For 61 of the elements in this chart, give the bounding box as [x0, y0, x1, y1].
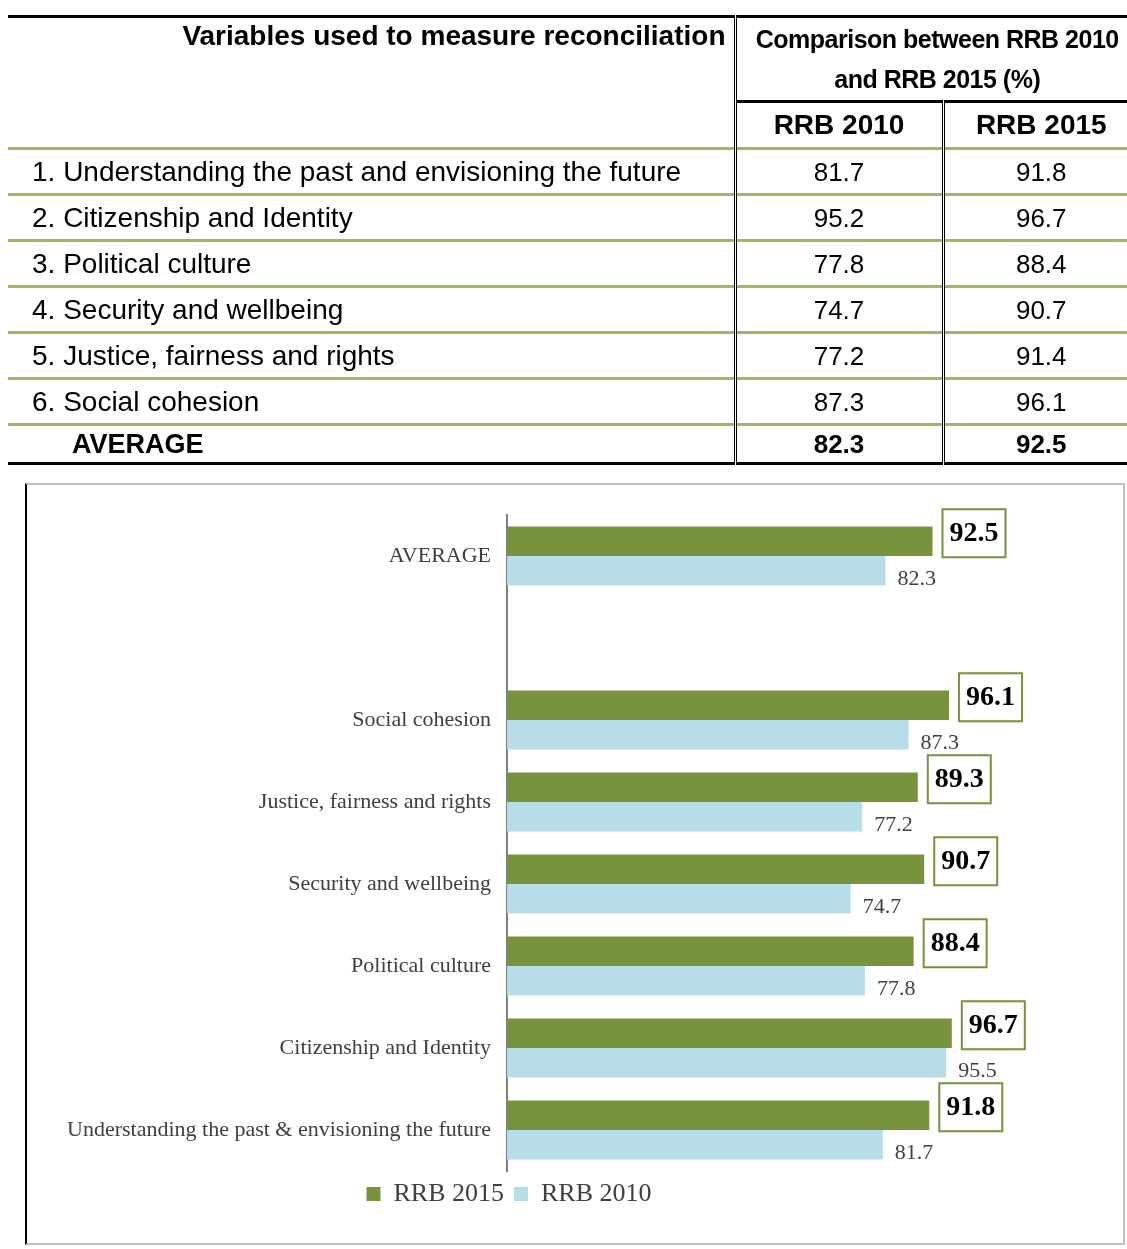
data-label: 96.7 [968, 1008, 1018, 1040]
y-tick-label: AVERAGE [388, 541, 492, 567]
bar [507, 772, 918, 802]
data-label: 88.4 [930, 926, 980, 958]
y-tick-label: Understanding the past & envisioning the future [67, 1115, 492, 1141]
y-tick-label: Justice, fairness and rights [258, 787, 492, 813]
data-label: 87.3 [920, 728, 960, 754]
data-label: 91.8 [946, 1090, 996, 1122]
category-label: 3. Political culture [8, 240, 735, 287]
y-tick-label: Security and wellbeing [288, 869, 492, 895]
data-label: 77.2 [735, 332, 943, 379]
data-label: 89.3 [934, 762, 984, 794]
bar [507, 884, 851, 914]
bar [507, 802, 863, 832]
text: Variables used to measure reconciliation [8, 16, 735, 149]
data-label: 77.8 [876, 974, 916, 1000]
text: RRB 2010 [735, 101, 943, 149]
text: RRB 2015 [943, 101, 1127, 149]
legend-label: RRB 2015 [393, 1177, 505, 1207]
bar [507, 556, 886, 586]
data-label: 81.7 [735, 148, 943, 195]
data-label: 74.7 [862, 892, 902, 918]
bar [507, 854, 925, 884]
legend-label: RRB 2010 [541, 1177, 652, 1207]
category-label: 5. Justice, fairness and rights [8, 332, 735, 379]
data-label: 77.2 [874, 810, 913, 836]
data-label: 81.7 [894, 1138, 934, 1164]
bar [507, 1100, 930, 1130]
data-label: 74.7 [735, 286, 943, 333]
bar [507, 720, 909, 750]
bar [507, 966, 865, 996]
data-label: 90.7 [943, 286, 1127, 333]
data-label: 82.3 [897, 564, 937, 590]
bar [507, 690, 950, 720]
bar [507, 936, 914, 966]
data-label: 92.5 [949, 516, 999, 548]
data-label: 82.3 [735, 424, 943, 464]
data-label: 95.5 [958, 1056, 997, 1082]
y-tick-label: Citizenship and Identity [279, 1033, 492, 1059]
data-label: 92.5 [943, 424, 1127, 464]
bar [507, 1130, 883, 1160]
data-label: 96.1 [943, 378, 1127, 425]
data-label: 88.4 [943, 240, 1127, 287]
category-label: 4. Security and wellbeing [8, 286, 735, 333]
data-label: 91.8 [943, 148, 1127, 195]
data-label: 87.3 [735, 378, 943, 425]
y-tick-label: Political culture [351, 951, 492, 977]
category-label: 6. Social cohesion [8, 378, 735, 425]
data-label: 96.1 [966, 680, 1016, 712]
category-label: 1. Understanding the past and envisioning the future [8, 148, 735, 195]
data-label: 91.4 [943, 332, 1127, 379]
data-label: 95.2 [735, 194, 943, 241]
y-tick-label: Social cohesion [352, 705, 492, 731]
data-label: 90.7 [941, 844, 991, 876]
category-label: 2. Citizenship and Identity [8, 194, 735, 241]
bar [507, 1048, 947, 1078]
bar [507, 526, 933, 556]
data-label: 96.7 [943, 194, 1127, 241]
bar [507, 1018, 952, 1048]
data-label: 77.8 [735, 240, 943, 287]
text: Comparison between RRB 2010 and RRB 2015 (%) [735, 16, 1127, 102]
